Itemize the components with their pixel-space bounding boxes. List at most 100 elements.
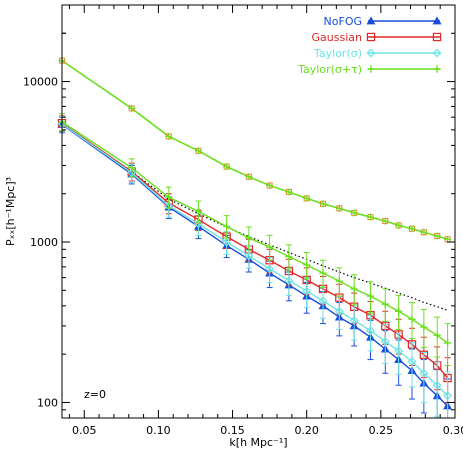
data-point bbox=[244, 251, 254, 261]
y-tick-label: 100 bbox=[37, 396, 58, 409]
data-point bbox=[443, 339, 452, 347]
data-point bbox=[349, 315, 359, 325]
upper-marker-plus bbox=[366, 213, 374, 221]
upper-data-point bbox=[194, 147, 202, 155]
upper-data-point bbox=[245, 173, 253, 181]
upper-data-point bbox=[128, 104, 136, 112]
upper-data-point bbox=[408, 225, 416, 233]
data-point bbox=[284, 276, 294, 286]
y-tick-label: 1000 bbox=[30, 236, 58, 249]
data-point bbox=[420, 323, 428, 331]
series-diamond bbox=[57, 116, 453, 419]
upper-marker-plus bbox=[433, 232, 441, 240]
data-point bbox=[334, 306, 344, 316]
data-point bbox=[266, 243, 274, 251]
upper-data-point bbox=[285, 188, 293, 196]
upper-marker-plus bbox=[335, 204, 343, 212]
data-point bbox=[223, 222, 231, 231]
legend-label: Taylor(σ) bbox=[313, 47, 362, 60]
upper-marker-plus bbox=[285, 188, 293, 196]
x-tick-label: 0.15 bbox=[220, 424, 245, 437]
series-plus bbox=[58, 113, 452, 366]
upper-data-point bbox=[165, 132, 173, 140]
data-point bbox=[165, 193, 173, 201]
upper-marker-plus bbox=[194, 147, 202, 155]
legend-label: Taylor(σ+τ) bbox=[297, 63, 362, 76]
upper-data-point bbox=[266, 181, 274, 189]
upper-data-point bbox=[366, 213, 374, 221]
upper-data-point bbox=[335, 204, 343, 212]
data-point bbox=[302, 286, 312, 296]
data-point bbox=[432, 380, 442, 390]
legend-marker bbox=[366, 48, 376, 58]
plot-frame bbox=[61, 4, 456, 419]
upper-data-point bbox=[319, 200, 327, 208]
data-point bbox=[381, 300, 389, 308]
upper-marker-plus bbox=[128, 104, 136, 112]
data-point bbox=[128, 164, 136, 172]
upper-data-point bbox=[433, 232, 441, 240]
data-point bbox=[395, 307, 403, 315]
upper-data-point bbox=[303, 194, 311, 202]
data-point bbox=[366, 292, 375, 300]
data-point bbox=[222, 237, 232, 247]
data-point bbox=[380, 336, 390, 346]
data-point bbox=[350, 285, 358, 293]
upper-data-point bbox=[420, 228, 428, 236]
data-point bbox=[245, 234, 253, 242]
series-line bbox=[61, 123, 449, 407]
x-tick-label: 0.05 bbox=[72, 424, 97, 437]
data-point bbox=[164, 201, 174, 211]
series-line bbox=[61, 122, 449, 379]
legend-label: Gaussian bbox=[312, 31, 362, 44]
upper-marker-plus bbox=[245, 173, 253, 181]
upper-marker-plus bbox=[165, 132, 173, 140]
data-point bbox=[407, 357, 417, 366]
data-point bbox=[408, 315, 416, 323]
upper-marker-plus bbox=[420, 228, 428, 236]
data-point bbox=[194, 207, 203, 216]
legend-marker bbox=[366, 32, 376, 42]
series-line bbox=[61, 123, 449, 397]
legend-marker bbox=[432, 16, 442, 25]
y-axis-title: Pₓₓ[h⁻¹Mpc]³ bbox=[4, 177, 17, 246]
legend-entry: Gaussian bbox=[312, 31, 442, 44]
upper-marker-plus bbox=[303, 194, 311, 202]
legend-label: NoFOG bbox=[324, 15, 362, 28]
upper-marker-plus bbox=[266, 181, 274, 189]
upper-marker-plus bbox=[395, 221, 403, 229]
upper-series-line bbox=[61, 59, 448, 241]
data-point bbox=[285, 253, 293, 261]
series-line bbox=[61, 121, 448, 344]
legend-entry: NoFOG bbox=[324, 15, 442, 28]
data-point bbox=[318, 296, 328, 306]
legend-marker bbox=[433, 65, 441, 73]
upper-data-point bbox=[381, 217, 389, 225]
upper-data-point bbox=[395, 221, 403, 229]
upper-marker-plus bbox=[350, 209, 358, 217]
legend-entry: Taylor(σ) bbox=[313, 47, 442, 60]
data-point bbox=[303, 261, 311, 269]
data-point bbox=[366, 326, 375, 336]
x-axis-title: k[h Mpc⁻¹] bbox=[229, 436, 287, 449]
y-tick-label: 10000 bbox=[23, 76, 58, 89]
legend-marker bbox=[432, 32, 442, 42]
legend-marker bbox=[367, 65, 375, 73]
data-point bbox=[265, 264, 275, 274]
x-tick-label: 0.10 bbox=[146, 424, 171, 437]
data-point bbox=[335, 277, 343, 285]
data-point bbox=[319, 269, 327, 277]
legend-marker bbox=[366, 16, 376, 25]
x-tick-label: 0.25 bbox=[369, 424, 394, 437]
x-tick-label: 0.20 bbox=[294, 424, 319, 437]
legend-marker bbox=[432, 48, 442, 58]
data-point bbox=[443, 391, 453, 401]
upper-data-point bbox=[223, 163, 231, 171]
reference-dotted-line bbox=[131, 171, 448, 311]
data-point bbox=[419, 368, 429, 378]
data-point bbox=[433, 331, 441, 339]
upper-data-point bbox=[350, 209, 358, 217]
x-tick-label: 0.30 bbox=[443, 424, 463, 437]
